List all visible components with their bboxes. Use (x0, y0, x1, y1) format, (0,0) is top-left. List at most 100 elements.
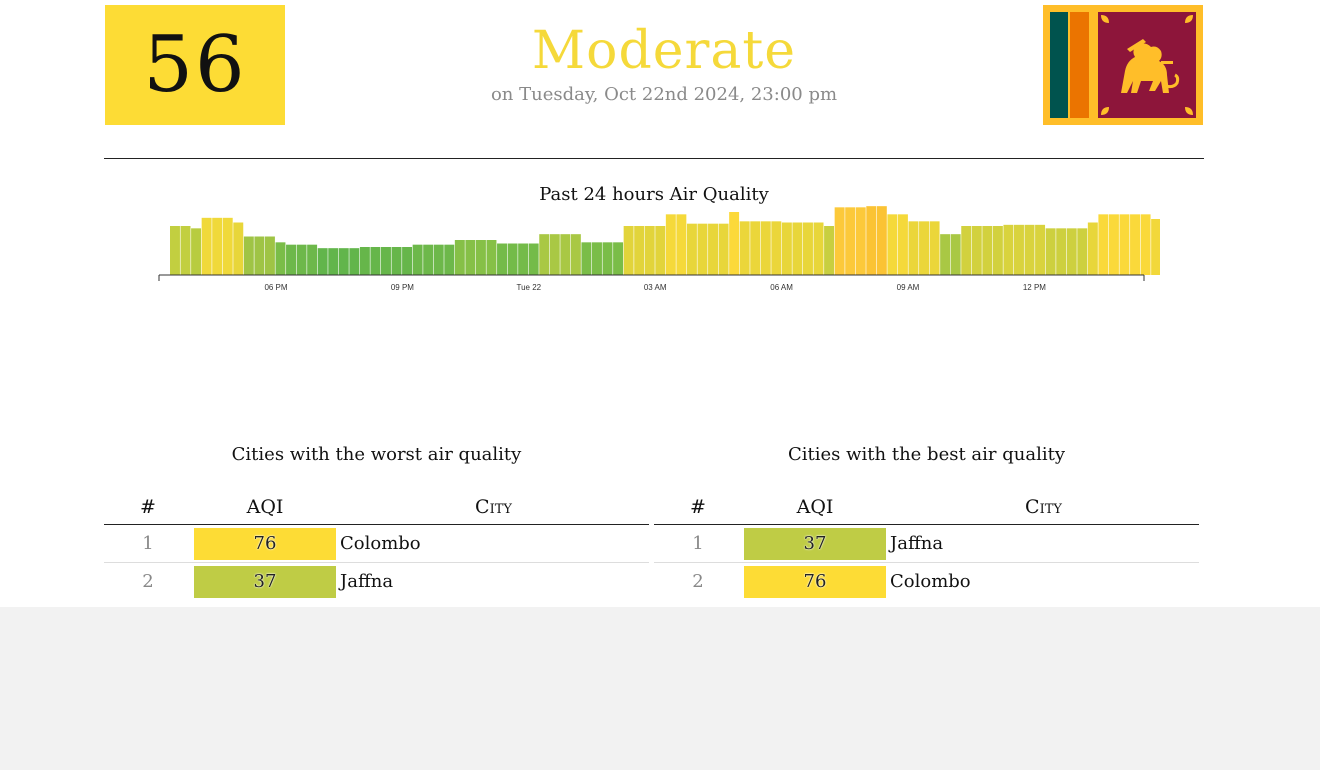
aqi-bar[interactable] (665, 214, 676, 275)
aqi-bar[interactable] (286, 244, 296, 275)
aqi-bar[interactable] (1066, 228, 1077, 275)
aqi-bar[interactable] (950, 234, 961, 275)
aqi-bar[interactable] (771, 221, 782, 275)
aqi-bar[interactable] (328, 248, 339, 275)
aqi-bar[interactable] (1087, 222, 1098, 276)
aqi-bar[interactable] (992, 226, 1003, 275)
aqi-bar[interactable] (718, 223, 729, 275)
aqi-bar[interactable] (518, 243, 529, 276)
aqi-bar[interactable] (760, 221, 771, 275)
aqi-bar[interactable] (1119, 214, 1130, 275)
aqi-bar[interactable] (296, 244, 307, 275)
aqi-bar[interactable] (549, 234, 560, 275)
aqi-bar[interactable] (834, 207, 845, 275)
aqi-bar[interactable] (359, 247, 370, 275)
aqi-bar[interactable] (655, 226, 666, 275)
aqi-bar[interactable] (887, 214, 898, 275)
aqi-bar[interactable] (1130, 214, 1140, 275)
aqi-bar[interactable] (929, 221, 940, 275)
aqi-bar[interactable] (971, 226, 982, 275)
aqi-bar[interactable] (1024, 224, 1035, 275)
aqi-bar[interactable] (908, 221, 919, 275)
aqi-bar[interactable] (486, 240, 497, 275)
aqi-bar[interactable] (644, 226, 655, 275)
aqi-bar[interactable] (792, 222, 803, 276)
aqi-bar[interactable] (433, 244, 444, 275)
aqi-bar[interactable] (423, 244, 434, 275)
aqi-bar[interactable] (940, 234, 951, 275)
aqi-bar[interactable] (465, 240, 476, 275)
aqi-bar[interactable] (708, 223, 718, 275)
table-row[interactable]: 2 37 Jaffna (104, 563, 649, 601)
aqi-bar[interactable] (275, 242, 286, 275)
city-link[interactable]: Jaffna (888, 524, 1199, 563)
aqi-bar[interactable] (686, 223, 697, 275)
aqi-bar[interactable] (1014, 224, 1024, 275)
aqi-bar[interactable] (1151, 219, 1160, 275)
aqi-bar[interactable] (391, 247, 402, 275)
table-row[interactable]: 1 37 Jaffna (654, 524, 1199, 563)
aqi-bar[interactable] (803, 222, 813, 276)
aqi-bar[interactable] (338, 248, 349, 275)
aqi-bar[interactable] (1056, 228, 1067, 275)
aqi-bar[interactable] (602, 242, 613, 275)
aqi-bar[interactable] (412, 244, 423, 275)
aqi-bar[interactable] (307, 244, 318, 275)
aqi-bar[interactable] (739, 221, 750, 275)
aqi-bar[interactable] (349, 248, 360, 275)
aqi-bar[interactable] (581, 242, 592, 275)
aqi-bar[interactable] (961, 226, 972, 275)
aqi-bar[interactable] (1045, 228, 1056, 275)
table-row[interactable]: 1 76 Colombo (104, 524, 649, 563)
aqi-bar[interactable] (1098, 214, 1109, 275)
aqi-bar[interactable] (1003, 224, 1014, 275)
aqi-bar[interactable] (254, 236, 265, 276)
city-link[interactable]: Jaffna (340, 571, 394, 592)
aqi-bar[interactable] (1035, 224, 1046, 275)
aqi-bar[interactable] (454, 240, 465, 275)
aqi-bar[interactable] (170, 226, 180, 275)
aqi-bar[interactable] (402, 247, 413, 275)
aqi-bar[interactable] (191, 228, 202, 275)
aqi-bar[interactable] (1077, 228, 1088, 275)
aqi-bar[interactable] (381, 247, 391, 275)
aqi-bar[interactable] (623, 226, 634, 275)
aqi-bar[interactable] (897, 214, 908, 275)
aqi-bar[interactable] (813, 222, 824, 276)
aqi-bar[interactable] (824, 226, 835, 275)
city-link[interactable]: Colombo (338, 524, 649, 563)
aqi-bar[interactable] (729, 212, 740, 275)
aqi-bar[interactable] (592, 242, 602, 275)
aqi-bar[interactable] (781, 222, 792, 276)
aqi-bar[interactable] (1108, 214, 1119, 275)
aqi-bar[interactable] (866, 206, 877, 275)
aqi-bar[interactable] (444, 244, 455, 275)
aqi-bar[interactable] (560, 234, 571, 275)
aqi-bar[interactable] (507, 243, 518, 276)
aqi-bar[interactable] (919, 221, 929, 275)
aqi-bar[interactable] (497, 243, 507, 276)
aqi-bar[interactable] (370, 247, 381, 275)
aqi-bar[interactable] (243, 236, 254, 276)
aqi-bar[interactable] (317, 248, 328, 275)
aqi-bar[interactable] (876, 206, 887, 275)
aqi-bar[interactable] (613, 242, 624, 275)
aqi-bar[interactable] (180, 226, 191, 275)
aqi-bar[interactable] (845, 207, 856, 275)
aqi-bar[interactable] (264, 236, 275, 276)
aqi-bar[interactable] (676, 214, 687, 275)
aqi-bar[interactable] (570, 234, 581, 275)
aqi-bar[interactable] (982, 226, 993, 275)
aqi-bar[interactable] (697, 223, 708, 275)
aqi-bar[interactable] (528, 243, 539, 276)
table-row[interactable]: 2 76 Colombo (654, 563, 1199, 601)
city-link[interactable]: Colombo (890, 571, 971, 592)
aqi-bar[interactable] (233, 222, 244, 276)
aqi-bar[interactable] (634, 226, 645, 275)
aqi-bar[interactable] (750, 221, 761, 275)
aqi-bar[interactable] (855, 207, 866, 275)
aqi-bar[interactable] (475, 240, 486, 275)
aqi-bar[interactable] (201, 217, 212, 275)
aqi-bar[interactable] (1140, 214, 1151, 275)
aqi-bar[interactable] (212, 217, 223, 275)
